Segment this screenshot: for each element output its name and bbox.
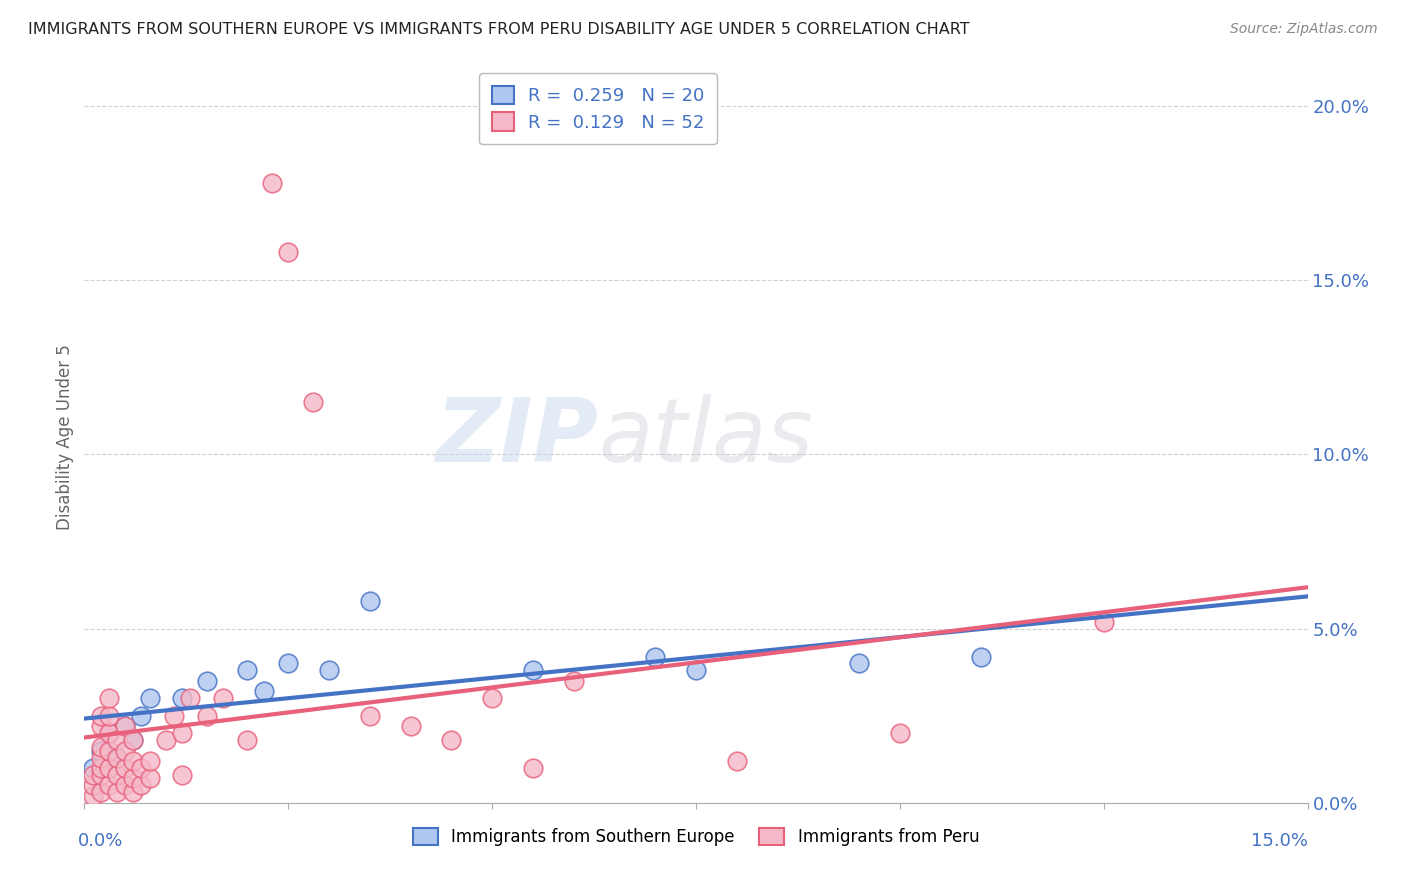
Point [848, 657, 870, 671]
Point [260, 176, 283, 190]
Point [155, 733, 177, 747]
Point [97, 761, 120, 775]
Point [359, 708, 381, 723]
Point [195, 708, 218, 723]
Point [114, 719, 136, 733]
Point [105, 750, 128, 764]
Point [82, 789, 104, 803]
Point [195, 673, 218, 688]
Point [90, 761, 112, 775]
Point [105, 785, 128, 799]
Point [97, 708, 120, 723]
Point [105, 750, 128, 764]
Point [90, 750, 112, 764]
Point [562, 673, 585, 688]
Point [90, 785, 112, 799]
Point [122, 785, 145, 799]
Point [90, 743, 112, 757]
Point [97, 778, 120, 792]
Point [114, 761, 136, 775]
Point [97, 743, 120, 757]
Point [122, 733, 145, 747]
Point [277, 657, 299, 671]
Point [301, 395, 323, 409]
Point [172, 726, 194, 740]
Point [105, 768, 128, 782]
Point [440, 733, 463, 747]
Point [105, 733, 128, 747]
Point [114, 778, 136, 792]
Point [236, 733, 259, 747]
Point [970, 649, 993, 664]
Point [138, 754, 160, 768]
Point [318, 664, 340, 678]
Point [359, 594, 381, 608]
Point [82, 778, 104, 792]
Point [138, 772, 160, 786]
Point [277, 245, 299, 260]
Point [90, 708, 112, 723]
Point [97, 726, 120, 740]
Point [90, 719, 112, 733]
Point [889, 726, 911, 740]
Point [122, 754, 145, 768]
Point [522, 664, 544, 678]
Point [122, 733, 145, 747]
Point [82, 761, 104, 775]
Text: Source: ZipAtlas.com: Source: ZipAtlas.com [1230, 22, 1378, 37]
Point [253, 684, 276, 698]
Point [212, 691, 235, 706]
Point [122, 772, 145, 786]
Text: ZIP: ZIP [436, 393, 598, 481]
Point [236, 664, 259, 678]
Point [1092, 615, 1115, 629]
Point [399, 719, 422, 733]
Point [90, 768, 112, 782]
Text: IMMIGRANTS FROM SOUTHERN EUROPE VS IMMIGRANTS FROM PERU DISABILITY AGE UNDER 5 C: IMMIGRANTS FROM SOUTHERN EUROPE VS IMMIG… [28, 22, 970, 37]
Text: atlas: atlas [598, 394, 813, 480]
Point [90, 740, 112, 755]
Point [179, 691, 201, 706]
Point [114, 743, 136, 757]
Point [644, 649, 666, 664]
Point [172, 768, 194, 782]
Point [82, 768, 104, 782]
Legend: Immigrants from Southern Europe, Immigrants from Peru: Immigrants from Southern Europe, Immigra… [406, 822, 986, 853]
Point [163, 708, 186, 723]
Y-axis label: Disability Age Under 5: Disability Age Under 5 [56, 344, 75, 530]
Point [97, 726, 120, 740]
Point [522, 761, 544, 775]
Point [725, 754, 748, 768]
Text: 0.0%: 0.0% [79, 832, 124, 850]
Text: 15.0%: 15.0% [1250, 832, 1308, 850]
Point [138, 691, 160, 706]
Point [114, 719, 136, 733]
Point [97, 691, 120, 706]
Point [131, 761, 153, 775]
Point [481, 691, 503, 706]
Point [172, 691, 194, 706]
Point [685, 664, 707, 678]
Point [131, 778, 153, 792]
Point [131, 708, 153, 723]
